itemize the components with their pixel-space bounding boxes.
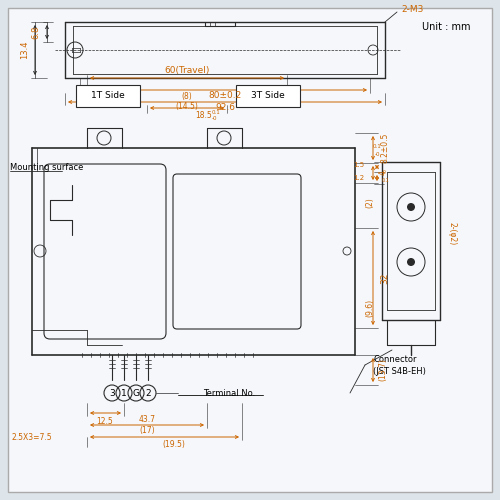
Text: 2.5X3=7.5: 2.5X3=7.5 — [12, 432, 52, 442]
Text: -0: -0 — [374, 152, 380, 156]
Text: Connector: Connector — [373, 356, 416, 364]
Text: (JST S4B-EH): (JST S4B-EH) — [373, 366, 426, 376]
FancyBboxPatch shape — [76, 85, 140, 107]
Text: Terminal No.: Terminal No. — [203, 388, 256, 398]
Text: -0: -0 — [382, 170, 387, 174]
Text: 0.1: 0.1 — [382, 178, 390, 182]
Text: Mounting surface: Mounting surface — [10, 164, 84, 172]
Text: 6.8: 6.8 — [32, 26, 40, 38]
Text: 32: 32 — [380, 272, 390, 283]
Text: 2-M3: 2-M3 — [402, 6, 424, 15]
FancyBboxPatch shape — [236, 85, 300, 107]
Text: 12.5: 12.5 — [96, 416, 114, 426]
Text: (9.6): (9.6) — [366, 299, 374, 317]
Text: 1.5: 1.5 — [353, 162, 364, 168]
Text: 13.4: 13.4 — [20, 41, 30, 59]
Text: 4: 4 — [378, 170, 388, 175]
Text: 1T Side: 1T Side — [91, 92, 125, 100]
Circle shape — [407, 203, 415, 211]
Text: 60(Travel): 60(Travel) — [164, 66, 210, 74]
Text: G: G — [132, 388, 140, 398]
Text: (13.7): (13.7) — [378, 358, 388, 382]
Text: (17): (17) — [139, 426, 155, 436]
Text: -0: -0 — [212, 116, 218, 121]
Text: (2): (2) — [366, 198, 374, 208]
Text: 3: 3 — [109, 388, 115, 398]
Text: 0.1: 0.1 — [212, 110, 221, 116]
Text: 0.1: 0.1 — [372, 144, 382, 148]
Text: (19.5): (19.5) — [162, 440, 186, 450]
Text: (8): (8) — [182, 92, 192, 100]
Text: 2: 2 — [145, 388, 151, 398]
Text: 1.2: 1.2 — [353, 175, 364, 181]
Text: 8.2±0.5: 8.2±0.5 — [380, 133, 390, 163]
Text: Unit : mm: Unit : mm — [422, 22, 470, 32]
Text: 92.6: 92.6 — [215, 104, 235, 112]
Text: 43.7: 43.7 — [138, 416, 156, 424]
Circle shape — [407, 258, 415, 266]
Text: 18.5: 18.5 — [195, 112, 212, 120]
Text: 1: 1 — [121, 388, 127, 398]
Text: 2-(φ2): 2-(φ2) — [448, 222, 456, 246]
Text: 80±0.2: 80±0.2 — [208, 92, 242, 100]
Text: (14.5): (14.5) — [176, 102, 199, 110]
Text: 3T Side: 3T Side — [251, 92, 285, 100]
